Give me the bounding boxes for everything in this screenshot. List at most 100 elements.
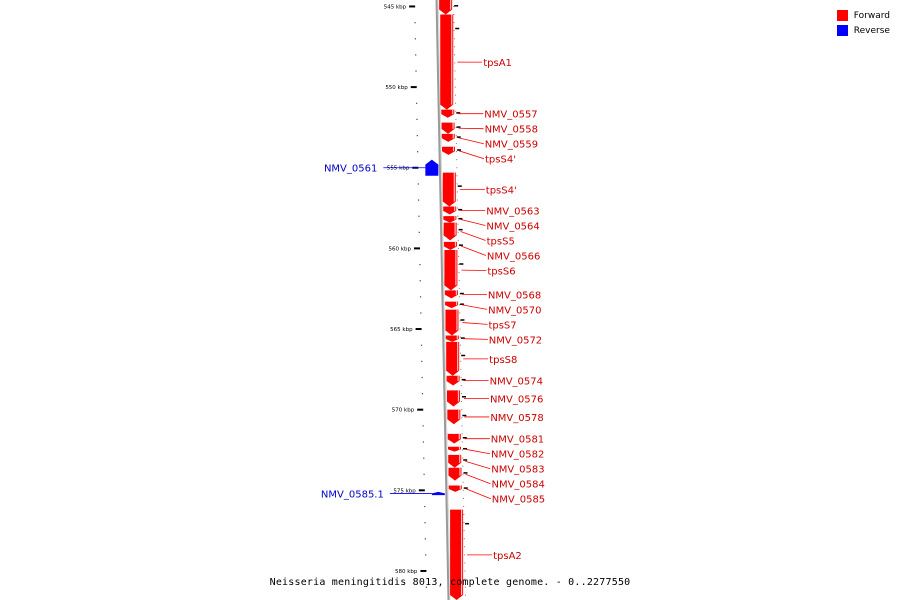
minor-tick: [416, 102, 418, 104]
minor-tick-right: [454, 70, 456, 72]
minor-tick-right: [453, 30, 455, 32]
genome-caption: Neisseria meningitidis 8013, complete ge…: [269, 577, 631, 588]
minor-tick-right: [455, 102, 457, 104]
minor-tick-right: [464, 570, 466, 572]
minor-tick: [423, 473, 425, 475]
gene-leader-line: [464, 448, 491, 455]
minor-tick-right: [464, 586, 466, 588]
minor-tick-right: [457, 207, 459, 209]
genome-backbone-highlight: [437, 0, 451, 600]
minor-tick: [419, 280, 421, 282]
minor-tick-right: [458, 264, 460, 266]
minor-tick-right: [453, 22, 455, 24]
gene-label: NMV_0574: [490, 377, 543, 388]
minor-tick-right: [462, 473, 464, 475]
minor-tick-right: [459, 336, 461, 338]
minor-tick-right: [459, 344, 461, 346]
forward-gene: [447, 409, 461, 425]
minor-tick: [425, 554, 427, 556]
forward-gene: [446, 390, 460, 407]
gene-label: NMV_0582: [491, 450, 544, 461]
minor-tick: [416, 134, 418, 137]
minor-tick-right: [459, 312, 461, 314]
gene-label: NMV_0584: [491, 480, 544, 491]
forward-gene: [442, 172, 456, 207]
minor-tick-right: [461, 409, 463, 411]
minor-tick-right: [455, 126, 457, 128]
forward-gene: [443, 241, 457, 250]
minor-tick-right: [462, 497, 464, 499]
tick-label: 570 kbp: [392, 408, 415, 414]
minor-tick-right: [458, 255, 460, 257]
genome-strip: [435, 0, 451, 600]
forward-gene: [446, 375, 460, 386]
minor-tick-right: [456, 151, 458, 153]
minor-tick-right: [456, 191, 458, 193]
forward-gene: [450, 509, 464, 600]
minor-tick: [417, 151, 419, 153]
gene-label: tpsS8: [489, 355, 517, 366]
minor-tick: [421, 376, 423, 379]
gene-leader-line: [458, 150, 485, 160]
minor-tick-right: [464, 562, 466, 564]
minor-tick-right: [461, 425, 463, 427]
gene-features: [425, 0, 470, 600]
reverse-gene: [425, 159, 439, 176]
gene-leader-line: [462, 338, 488, 340]
minor-tick-right: [454, 78, 456, 80]
gene-label: tpsS6: [487, 266, 515, 277]
forward-gene: [441, 109, 455, 118]
minor-tick-right: [457, 215, 459, 217]
gene-leader-line: [465, 460, 491, 470]
minor-tick-right: [463, 522, 465, 524]
minor-tick: [424, 505, 426, 508]
legend-swatch-forward: [836, 10, 848, 21]
minor-tick-right: [464, 594, 466, 596]
minor-tick-right: [456, 183, 458, 185]
minor-tick: [419, 296, 422, 298]
gene-label: NMV_0563: [486, 206, 539, 217]
minor-tick-right: [455, 134, 457, 136]
gene-label: NMV_0561: [324, 164, 377, 175]
gene-label: NMV_0585.1: [321, 490, 384, 501]
minor-tick: [418, 215, 420, 217]
tick-label: 555 kbp: [387, 166, 410, 172]
gene-leader-line: [458, 137, 484, 145]
forward-gene: [443, 216, 457, 223]
minor-tick: [417, 183, 419, 185]
tick-label: 565 kbp: [390, 327, 413, 333]
gene-label: NMV_0564: [486, 221, 539, 232]
minor-tick-right: [463, 546, 465, 548]
minor-tick-right: [463, 514, 465, 516]
minor-tick-right: [458, 296, 460, 298]
minor-tick-right: [460, 376, 462, 378]
forward-gene: [444, 250, 458, 291]
tick-label: 550 kbp: [385, 85, 408, 91]
minor-tick: [414, 22, 416, 24]
minor-tick: [420, 344, 423, 346]
gene-label: NMV_0583: [491, 465, 544, 476]
axis-ticks: 545 kbp 550 kbp 555 kbp 560 kbp 565 kbp 570 k…: [384, 4, 466, 596]
gene-labels: NMV_0561 NMV_0585.1 tpsA1 NMV_0557 NMV_0558 N…: [321, 58, 545, 562]
forward-gene: [448, 467, 462, 481]
minor-tick-right: [460, 384, 462, 386]
minor-tick: [424, 538, 426, 540]
minor-tick-right: [464, 578, 466, 580]
tick-label: 580 kbp: [395, 569, 418, 575]
minor-tick-right: [460, 352, 462, 354]
gene-label: NMV_0559: [485, 140, 538, 151]
minor-tick-right: [459, 304, 461, 306]
gene-leader-line: [462, 304, 488, 310]
minor-tick-right: [455, 110, 457, 112]
gene-label: NMV_0576: [490, 394, 543, 405]
minor-tick-right: [461, 433, 463, 435]
minor-tick: [422, 441, 425, 443]
minor-tick-right: [453, 46, 455, 48]
minor-tick-right: [463, 538, 465, 540]
minor-tick-right: [454, 86, 456, 88]
minor-tick-right: [460, 368, 462, 370]
minor-tick-right: [459, 320, 461, 322]
gene-label: tpsS7: [488, 320, 516, 331]
minor-tick-right: [458, 280, 460, 282]
minor-tick-right: [455, 143, 457, 145]
